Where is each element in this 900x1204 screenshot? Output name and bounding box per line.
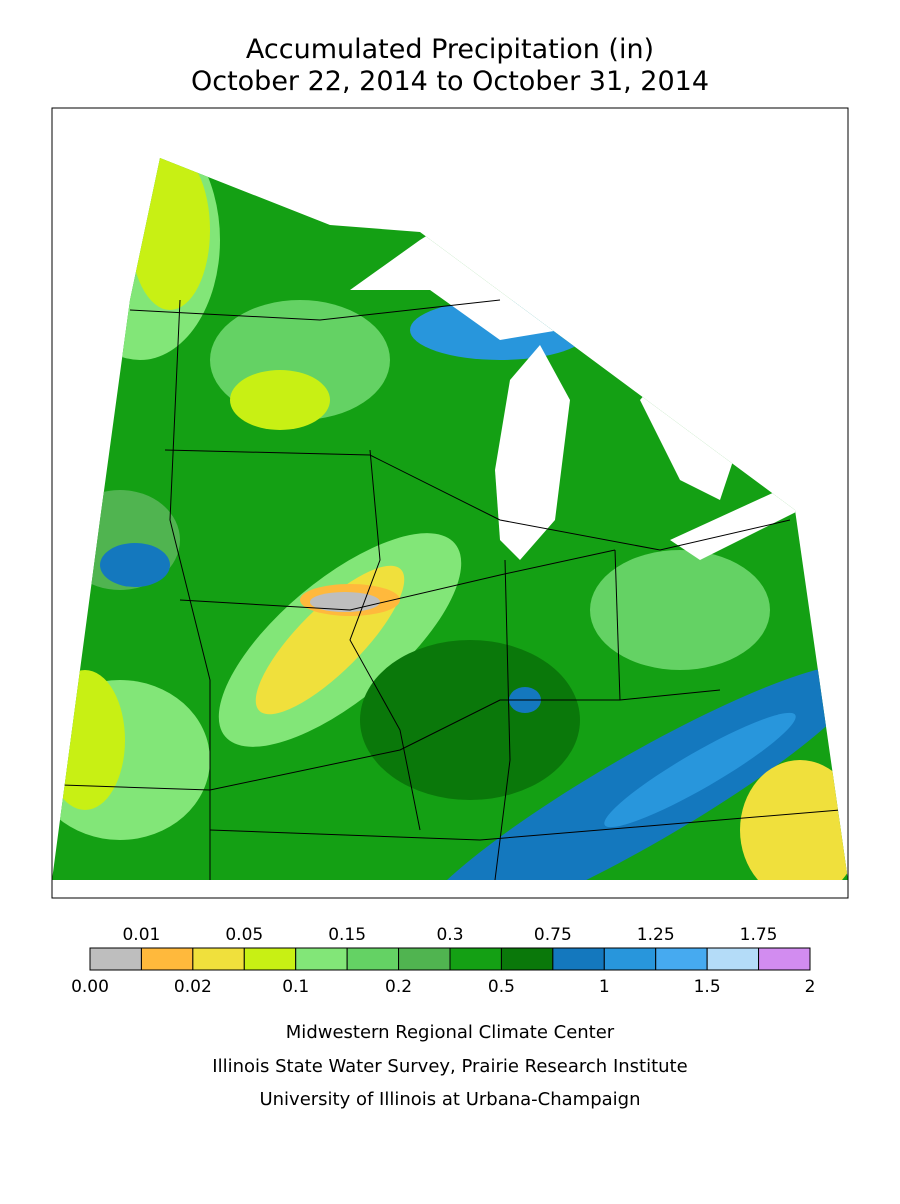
legend-label: 0.75 xyxy=(534,925,572,945)
legend-swatch xyxy=(295,947,348,971)
legend-label: 0.2 xyxy=(385,977,412,997)
legend-label: 0.01 xyxy=(122,925,160,945)
legend-swatch xyxy=(552,947,605,971)
legend-label: 1.75 xyxy=(740,925,778,945)
legend-label: 1.25 xyxy=(637,925,675,945)
legend-swatch xyxy=(603,947,657,971)
legend-label: 0.00 xyxy=(71,977,109,997)
subtitle: October 22, 2014 to October 31, 2014 xyxy=(191,66,709,97)
map-frame xyxy=(51,107,849,899)
legend: 0.00 0.01 0.02 0.05 0.1 0.15 0.2 0.3 0.5 0.75 1 1.2… xyxy=(71,925,815,997)
footer-line: University of Illinois at Urbana-Champai… xyxy=(259,1089,640,1110)
legend-label: 0.1 xyxy=(282,977,309,997)
legend-swatch xyxy=(449,947,502,971)
legend-label: 1 xyxy=(599,977,610,997)
legend-swatch xyxy=(398,947,451,971)
legend-label: 0.3 xyxy=(436,925,463,945)
legend-swatch xyxy=(346,947,400,971)
legend-swatch xyxy=(89,947,142,971)
legend-swatch xyxy=(192,947,245,971)
title: Accumulated Precipitation (in) xyxy=(246,34,654,65)
legend-swatch xyxy=(243,947,297,971)
legend-label: 1.5 xyxy=(694,977,721,997)
legend-label: 0.05 xyxy=(225,925,263,945)
legend-swatch xyxy=(655,947,708,971)
legend-label: 0.02 xyxy=(174,977,212,997)
map xyxy=(52,158,848,880)
legend-label: 0.15 xyxy=(328,925,366,945)
legend-swatch xyxy=(706,947,760,971)
footer-line: Illinois State Water Survey, Prairie Res… xyxy=(212,1056,687,1077)
footer-line: Midwestern Regional Climate Center xyxy=(286,1022,615,1043)
legend-label: 2 xyxy=(805,977,816,997)
legend-label: 0.5 xyxy=(488,977,515,997)
legend-swatch xyxy=(500,947,554,971)
legend-swatch xyxy=(140,947,194,971)
legend-swatch xyxy=(758,947,811,971)
